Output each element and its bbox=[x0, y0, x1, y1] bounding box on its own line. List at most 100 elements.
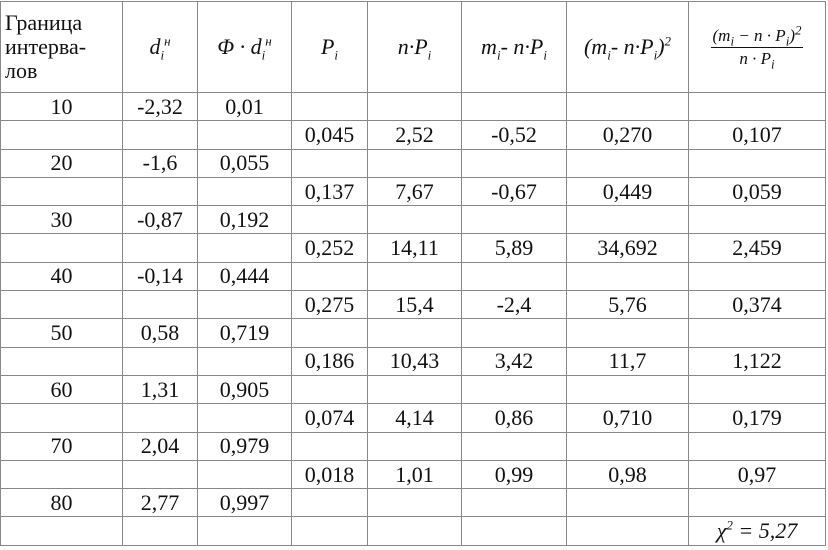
empty-cell bbox=[688, 148, 826, 178]
table-cell: 3,42 bbox=[461, 346, 567, 376]
empty-cell bbox=[566, 261, 689, 292]
empty-cell bbox=[461, 261, 567, 292]
table-row: 30 -0,87 0,192 bbox=[0, 205, 826, 235]
text-segment: P bbox=[320, 34, 335, 59]
table-row: 0,186 10,43 3,42 11,7 1,122 bbox=[0, 346, 826, 376]
table-cell: 0,86 bbox=[461, 403, 567, 433]
empty-cell bbox=[197, 459, 292, 490]
empty-cell bbox=[291, 431, 368, 461]
table-cell: -0,87 bbox=[122, 205, 198, 235]
header-row: Граница интерва- лов diн Φ · diн Pi n·Pi mi- … bbox=[0, 1, 826, 93]
empty-cell bbox=[291, 488, 368, 518]
table-row: 0,045 2,52 -0,52 0,270 0,107 bbox=[0, 120, 826, 150]
fraction: (mi − n · Pi)2 n · Pi bbox=[710, 23, 804, 71]
empty-cell bbox=[0, 403, 123, 433]
empty-cell bbox=[367, 431, 462, 461]
empty-cell bbox=[688, 431, 826, 461]
table-cell: 7,67 bbox=[367, 176, 462, 207]
table-cell: 0,074 bbox=[291, 403, 368, 433]
table-row: 70 2,04 0,979 bbox=[0, 431, 826, 461]
table-cell: 30 bbox=[0, 205, 123, 235]
empty-cell bbox=[461, 318, 567, 348]
empty-cell bbox=[291, 91, 368, 122]
table-cell: -2,32 bbox=[122, 91, 198, 122]
text-segment: i bbox=[607, 47, 611, 63]
table-cell: 0,275 bbox=[291, 290, 368, 320]
text-segment: i bbox=[730, 32, 735, 48]
empty-cell bbox=[291, 374, 368, 405]
table-cell: -1,6 bbox=[122, 148, 198, 178]
table-cell: 0,137 bbox=[291, 176, 368, 207]
empty-cell bbox=[461, 516, 567, 546]
empty-cell bbox=[461, 488, 567, 518]
table-cell: 10,43 bbox=[367, 346, 462, 376]
empty-cell bbox=[566, 148, 689, 178]
table-cell: 0,997 bbox=[197, 488, 292, 518]
empty-cell bbox=[197, 233, 292, 263]
text-segment: Φ · d bbox=[217, 34, 262, 59]
text-segment: (m bbox=[583, 34, 608, 59]
text-segment: 2 bbox=[664, 33, 672, 49]
header-cell: (mi − n · Pi)2 n · Pi bbox=[688, 1, 826, 93]
table-cell: 2,04 bbox=[122, 431, 198, 461]
empty-cell bbox=[122, 233, 198, 263]
text-segment: (m bbox=[712, 25, 731, 45]
table-cell: χ2 = 5,27 bbox=[688, 516, 826, 546]
empty-cell bbox=[291, 318, 368, 348]
table-row: 50 0,58 0,719 bbox=[0, 318, 826, 348]
empty-cell bbox=[0, 290, 123, 320]
text-segment: i bbox=[427, 47, 432, 63]
table-cell: 0,979 bbox=[197, 431, 292, 461]
empty-cell bbox=[367, 205, 462, 235]
empty-cell bbox=[291, 261, 368, 292]
table-cell: 5,76 bbox=[566, 290, 689, 320]
text-segment: i bbox=[261, 47, 266, 63]
empty-cell bbox=[0, 346, 123, 376]
text-segment: i bbox=[543, 47, 547, 63]
table-row: 60 1,31 0,905 bbox=[0, 374, 826, 405]
text-segment: i bbox=[771, 55, 775, 71]
table-cell: 5,89 bbox=[461, 233, 567, 263]
empty-cell bbox=[566, 516, 689, 546]
table-cell: 34,692 bbox=[566, 233, 689, 263]
text-segment: ) bbox=[789, 25, 795, 45]
table-row: 20 -1,6 0,055 bbox=[0, 148, 826, 178]
text-segment: n · P bbox=[739, 48, 771, 68]
empty-cell bbox=[0, 233, 123, 263]
table-cell: 50 bbox=[0, 318, 123, 348]
empty-cell bbox=[461, 91, 567, 122]
empty-cell bbox=[367, 374, 462, 405]
text-segment: 2 bbox=[726, 517, 733, 533]
table-row: 0,275 15,4 -2,4 5,76 0,374 bbox=[0, 290, 826, 320]
text-segment: χ bbox=[716, 518, 727, 544]
empty-cell bbox=[122, 516, 198, 546]
text-segment: - n·P bbox=[610, 34, 654, 59]
empty-cell bbox=[122, 120, 198, 150]
text-segment: i bbox=[785, 32, 790, 48]
table-row: 80 2,77 0,997 bbox=[0, 488, 826, 518]
table-cell: 2,77 bbox=[122, 488, 198, 518]
empty-cell bbox=[566, 205, 689, 235]
empty-cell bbox=[122, 346, 198, 376]
table-cell: 0,252 bbox=[291, 233, 368, 263]
table-cell: 60 bbox=[0, 374, 123, 405]
text-segment: - n·P bbox=[500, 34, 544, 59]
text-segment: i bbox=[653, 47, 658, 63]
empty-cell bbox=[0, 459, 123, 490]
table-cell: -0,14 bbox=[122, 261, 198, 292]
table-cell: 0,98 bbox=[566, 459, 689, 490]
table-cell: 0,01 bbox=[197, 91, 292, 122]
empty-cell bbox=[197, 290, 292, 320]
empty-cell bbox=[367, 318, 462, 348]
table-cell: 0,018 bbox=[291, 459, 368, 490]
table-cell: 4,14 bbox=[367, 403, 462, 433]
empty-cell bbox=[0, 516, 123, 546]
table-cell: 0,710 bbox=[566, 403, 689, 433]
empty-cell bbox=[0, 176, 123, 207]
table-cell: 14,11 bbox=[367, 233, 462, 263]
table-cell: 0,97 bbox=[688, 459, 826, 490]
empty-cell bbox=[688, 91, 826, 122]
empty-cell bbox=[0, 120, 123, 150]
empty-cell bbox=[688, 374, 826, 405]
